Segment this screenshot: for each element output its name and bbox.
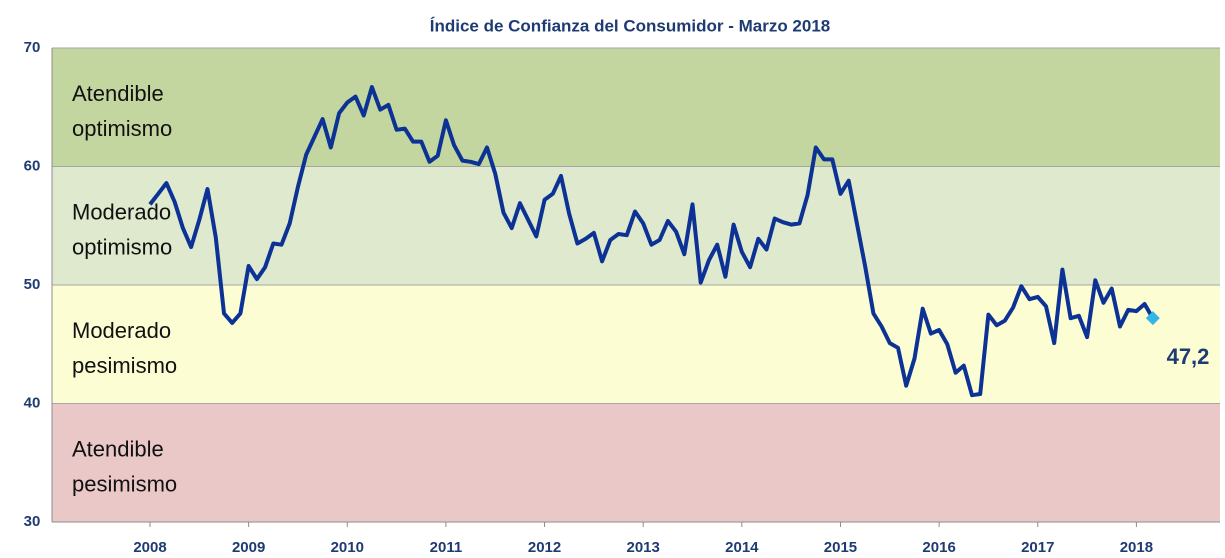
x-tick-label: 2008 <box>133 539 166 556</box>
band-label: pesimismo <box>72 471 177 496</box>
chart-title: Índice de Confianza del Consumidor - Mar… <box>430 16 831 35</box>
x-tick-label: 2017 <box>1021 539 1054 556</box>
y-tick-label: 70 <box>24 39 41 56</box>
band-label: Moderado <box>72 318 171 343</box>
band <box>52 166 1220 285</box>
x-tick-label: 2009 <box>232 539 265 556</box>
y-tick-label: 30 <box>24 513 41 530</box>
value-label: 47,2 <box>1167 344 1210 369</box>
x-tick-label: 2013 <box>627 539 660 556</box>
band-label: Atendible <box>72 81 164 106</box>
line <box>148 85 1155 398</box>
band-label: Moderado <box>72 199 171 224</box>
x-tick-label: 2016 <box>922 539 955 556</box>
x-tick-label: 2018 <box>1120 539 1153 556</box>
x-tick-label: 2012 <box>528 539 561 556</box>
y-tick-label: 40 <box>24 394 41 411</box>
y-tick-label: 60 <box>24 157 41 174</box>
band-label: Atendible <box>72 436 164 461</box>
band <box>52 285 1220 404</box>
band <box>52 403 1220 522</box>
x-tick-label: 2010 <box>331 539 364 556</box>
x-tick-label: 2011 <box>430 539 463 556</box>
y-tick-label: 50 <box>24 276 41 293</box>
band-label: pesimismo <box>72 353 177 378</box>
marker <box>1145 311 1160 326</box>
band-label: optimismo <box>72 234 172 259</box>
x-tick-label: 2015 <box>824 539 857 556</box>
band-label: optimismo <box>72 116 172 141</box>
band <box>52 48 1220 167</box>
x-tick-label: 2014 <box>725 539 759 556</box>
